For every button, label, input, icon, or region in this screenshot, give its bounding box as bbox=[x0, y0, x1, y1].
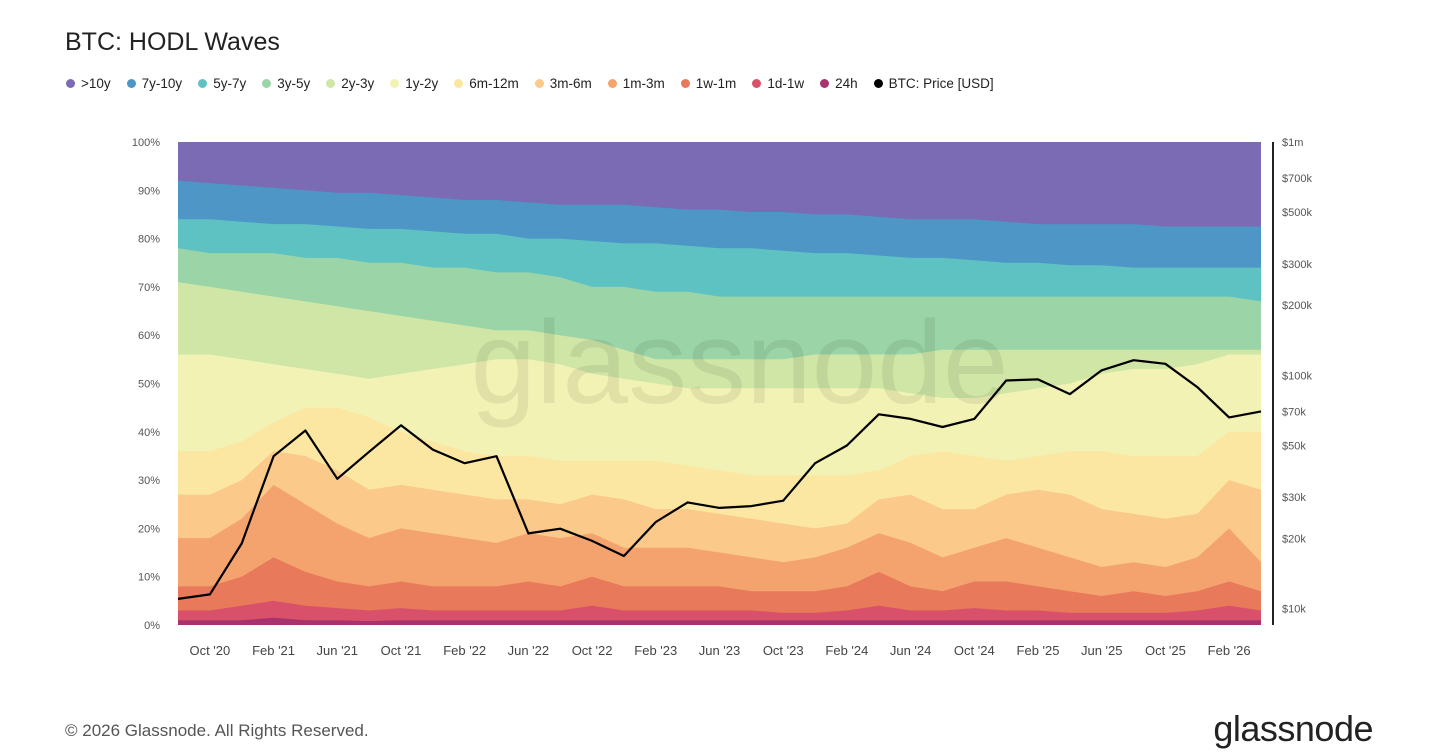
legend-marker bbox=[262, 79, 272, 88]
y-left-tick-label: 80% bbox=[138, 234, 160, 246]
x-tick-label: Oct '22 bbox=[572, 643, 613, 658]
legend-label: 2y-3y bbox=[341, 76, 375, 91]
y-right-tick-label: $300k bbox=[1282, 259, 1312, 271]
y-left-tick-label: 50% bbox=[138, 379, 160, 391]
x-tick-label: Oct '23 bbox=[763, 643, 804, 658]
y-right-tick-label: $70k bbox=[1282, 406, 1306, 418]
glassnode-logo[interactable]: glassnode bbox=[1213, 708, 1373, 749]
legend-label: >10y bbox=[81, 76, 111, 91]
y-left-tick-label: 70% bbox=[138, 282, 160, 294]
y-right-tick-label: $30k bbox=[1282, 492, 1306, 504]
legend-marker bbox=[454, 79, 464, 88]
legend-label: 6m-12m bbox=[469, 76, 519, 91]
legend-marker bbox=[607, 79, 617, 88]
legend-label: 1d-1w bbox=[767, 76, 805, 91]
legend-label: BTC: Price [USD] bbox=[888, 76, 994, 91]
legend-item[interactable]: 2y-3y bbox=[326, 76, 374, 91]
legend-label: 3y-5y bbox=[277, 76, 311, 91]
legend-marker bbox=[752, 79, 762, 88]
legend-item[interactable]: 1y-2y bbox=[390, 76, 438, 91]
legend-label: 24h bbox=[835, 76, 858, 91]
legend-label: 1m-3m bbox=[622, 76, 665, 91]
legend: >10y 7y-10y 5y-7y 3y-5y 2y-3y 1y-2y 6m-12m 3m-6… bbox=[66, 76, 994, 91]
legend-label: 5y-7y bbox=[213, 76, 247, 91]
legend-item[interactable]: 5y-7y bbox=[198, 76, 246, 91]
btc-price-line bbox=[177, 359, 1262, 600]
legend-item[interactable]: 1m-3m bbox=[607, 76, 665, 91]
y-left-tick-label: 40% bbox=[138, 427, 160, 439]
y-right-tick-label: $700k bbox=[1282, 173, 1312, 185]
legend-marker bbox=[198, 79, 208, 88]
x-tick-label: Feb '26 bbox=[1208, 643, 1251, 658]
x-tick-label: Oct '20 bbox=[189, 643, 230, 658]
y-right-tick-label: $10k bbox=[1282, 604, 1306, 616]
legend-label: 1w-1m bbox=[695, 76, 737, 91]
legend-marker bbox=[390, 79, 400, 88]
legend-marker bbox=[326, 79, 336, 88]
hodl-waves-chart: glassnode 0% 10% 20% 30% 40% 50% 60% 70% 80% 90% 10… bbox=[132, 137, 1313, 658]
x-tick-label: Oct '24 bbox=[954, 643, 995, 658]
y-right-tick-label: $200k bbox=[1282, 300, 1312, 312]
legend-label: 1y-2y bbox=[405, 76, 439, 91]
legend-label: 3m-6m bbox=[549, 76, 592, 91]
x-tick-label: Feb '24 bbox=[825, 643, 868, 658]
y-left-tick-label: 20% bbox=[138, 523, 160, 535]
legend-label: 7y-10y bbox=[141, 76, 183, 91]
x-tick-label: Feb '22 bbox=[443, 643, 486, 658]
legend-marker bbox=[126, 79, 136, 88]
x-tick-label: Jun '22 bbox=[508, 643, 550, 658]
legend-item[interactable]: BTC: Price [USD] bbox=[873, 76, 994, 91]
legend-marker bbox=[820, 79, 830, 88]
legend-marker bbox=[66, 79, 75, 88]
band-1w1m bbox=[178, 557, 1261, 625]
y-left-tick-label: 30% bbox=[138, 475, 160, 487]
y-right-tick-label: $1m bbox=[1282, 137, 1303, 149]
x-tick-label: Feb '23 bbox=[634, 643, 677, 658]
x-tick-label: Feb '21 bbox=[252, 643, 295, 658]
band-1d1w bbox=[178, 600, 1261, 625]
y-left-tick-label: 90% bbox=[138, 185, 160, 197]
legend-item[interactable]: >10y bbox=[66, 76, 111, 91]
x-tick-label: Jun '24 bbox=[890, 643, 932, 658]
legend-item[interactable]: 3m-6m bbox=[534, 76, 592, 91]
x-tick-label: Oct '25 bbox=[1145, 643, 1186, 658]
legend-item[interactable]: 24h bbox=[820, 76, 858, 91]
y-right-tick-label: $50k bbox=[1282, 440, 1306, 452]
y-right-tick-label: $500k bbox=[1282, 207, 1312, 219]
legend-item[interactable]: 1d-1w bbox=[752, 76, 804, 91]
legend-marker bbox=[680, 79, 690, 88]
legend-marker bbox=[873, 79, 883, 88]
x-tick-label: Jun '21 bbox=[317, 643, 359, 658]
y-right-tick-label: $100k bbox=[1282, 370, 1312, 382]
x-tick-label: Feb '25 bbox=[1017, 643, 1060, 658]
y-left-tick-label: 10% bbox=[138, 572, 160, 584]
legend-item[interactable]: 1w-1m bbox=[680, 76, 737, 91]
copyright-text: © 2026 Glassnode. All Rights Reserved. bbox=[65, 721, 369, 740]
y-left-tick-label: 0% bbox=[144, 620, 160, 632]
y-left-tick-label: 60% bbox=[138, 330, 160, 342]
x-tick-label: Oct '21 bbox=[381, 643, 422, 658]
y-right-tick-label: $20k bbox=[1282, 533, 1306, 545]
chart-title: BTC: HODL Waves bbox=[65, 28, 280, 56]
x-tick-label: Jun '25 bbox=[1081, 643, 1123, 658]
watermark: glassnode bbox=[471, 297, 1009, 429]
legend-item[interactable]: 6m-12m bbox=[454, 76, 519, 91]
y-left-tick-label: 100% bbox=[132, 137, 160, 149]
band-24h bbox=[178, 617, 1261, 625]
legend-marker bbox=[534, 79, 544, 88]
x-tick-label: Jun '23 bbox=[699, 643, 741, 658]
legend-item[interactable]: 7y-10y bbox=[126, 76, 183, 91]
legend-item[interactable]: 3y-5y bbox=[262, 76, 310, 91]
